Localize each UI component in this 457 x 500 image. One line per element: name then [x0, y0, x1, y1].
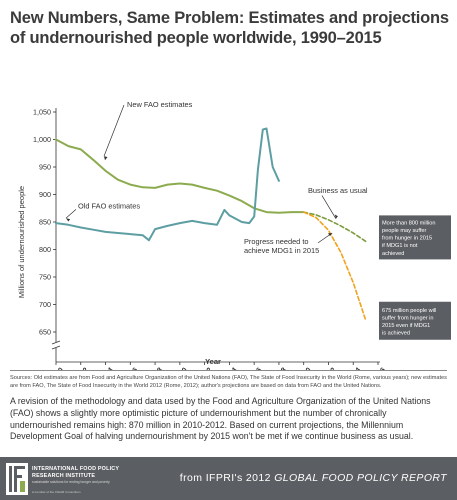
- callout-box-bau: [379, 215, 451, 260]
- org-name-line1: INTERNATIONAL FOOD POLICY: [32, 466, 120, 472]
- ifpri-logo-icon: [6, 463, 28, 495]
- divider: [10, 370, 447, 371]
- chart-svg: 650 700 750 800 850 900 950 1,000 1,050 1990 1992 1…: [17, 100, 451, 370]
- x-tick-label: 1990: [47, 365, 65, 370]
- y-tick-label: 1,050: [33, 108, 51, 117]
- x-tick-label: 2010: [295, 365, 313, 370]
- callout-bau-text-line: achieved: [382, 251, 404, 257]
- x-tick-label: 1992: [72, 365, 90, 370]
- callout-bau-text-line: More than 800 million: [382, 220, 435, 226]
- callout-bau-text-line: if MDG1 is not: [382, 243, 418, 249]
- series-line-old-fao-estimates: [55, 127, 280, 242]
- label-old-fao-estimates: Old FAO estimates: [78, 201, 140, 210]
- label-mdg-progress-line: achieve MDG1 in 2015: [244, 246, 319, 255]
- callout-mdg-text-line: suffer from hunger in: [382, 315, 434, 321]
- x-tick-label: 2000: [171, 365, 189, 370]
- y-tick-label: 700: [39, 300, 51, 309]
- x-tick-label: 1996: [122, 365, 140, 370]
- org-member-note: A member of the CGIAR Consortium: [32, 490, 81, 494]
- axis-break-gap: [52, 342, 60, 348]
- series-line-new-fao-estimates: [55, 138, 305, 214]
- callout-bau-text-line: people may suffer: [382, 228, 426, 234]
- series-line-business-as-usual: [302, 211, 367, 243]
- page-title: New Numbers, Same Problem: Estimates and…: [10, 9, 449, 47]
- x-tick-label: 2004: [221, 365, 239, 370]
- y-tick-label: 1,000: [33, 135, 51, 144]
- leader-new-fao: [103, 104, 125, 157]
- footer-bar: INTERNATIONAL FOOD POLICY RESEARCH INSTI…: [0, 457, 457, 500]
- callout-mdg-text-line: 2015 even if MDG1: [382, 323, 430, 329]
- callout-mdg-text-line: 675 million people will: [382, 308, 436, 314]
- callout-mdg-text-line: is achieved: [382, 331, 410, 337]
- arrowhead-mdg: [327, 233, 333, 236]
- arrowhead-bau: [334, 214, 338, 219]
- label-new-fao-estimates: New FAO estimates: [127, 100, 193, 109]
- y-tick-label: 750: [39, 273, 51, 282]
- x-tick-label: 2006: [246, 365, 264, 370]
- x-tick-label: 2008: [270, 365, 288, 370]
- label-business-as-usual: Business as usual: [308, 186, 368, 195]
- leader-bau: [321, 195, 337, 219]
- x-tick-label: 1998: [146, 365, 164, 370]
- arrowhead-old-fao: [66, 218, 71, 222]
- y-tick-label: 900: [39, 190, 51, 199]
- report-source-prefix: from IFPRI's 2012: [179, 472, 275, 484]
- arrowhead-new-fao: [104, 156, 108, 161]
- x-tick-label: 2014: [345, 365, 363, 370]
- x-tick-label: 2016: [369, 365, 387, 370]
- org-name: INTERNATIONAL FOOD POLICY RESEARCH INSTI…: [32, 466, 119, 479]
- report-source-title: GLOBAL FOOD POLICY REPORT: [274, 472, 447, 484]
- y-axis-label: Millions of undernourished people: [17, 186, 26, 298]
- y-tick-label: 950: [39, 163, 51, 172]
- y-tick-label: 850: [39, 218, 51, 227]
- axis-break-mark: [51, 340, 61, 350]
- sources-note: Sources: Old estimates are from Food and…: [10, 375, 447, 389]
- report-source: from IFPRI's 2012 GLOBAL FOOD POLICY REP…: [180, 472, 447, 484]
- org-name-line2: RESEARCH INSTITUTE: [32, 472, 96, 479]
- label-mdg-progress-line: Progress needed to: [244, 237, 309, 246]
- x-tick-label: 1994: [97, 365, 115, 370]
- callout-box-mdg: [379, 301, 451, 340]
- y-tick-label: 800: [39, 245, 51, 254]
- body-text: A revision of the methodology and data u…: [10, 396, 431, 442]
- y-tick-label: 650: [39, 328, 51, 337]
- org-tagline: sustainable solutions for ending hunger …: [32, 480, 110, 484]
- series-line-progress-needed-to-achieve-mdg1-in-2015: [302, 211, 367, 321]
- x-axis-label: Year: [205, 357, 221, 366]
- chart: 650 700 750 800 850 900 950 1,000 1,050 1990 1992 1…: [0, 92, 457, 370]
- callout-bau-text-line: from hunger in 2015: [382, 236, 432, 242]
- x-tick-label: 2002: [196, 365, 214, 370]
- leader-old-fao: [65, 209, 77, 219]
- x-tick-label: 2012: [320, 365, 338, 370]
